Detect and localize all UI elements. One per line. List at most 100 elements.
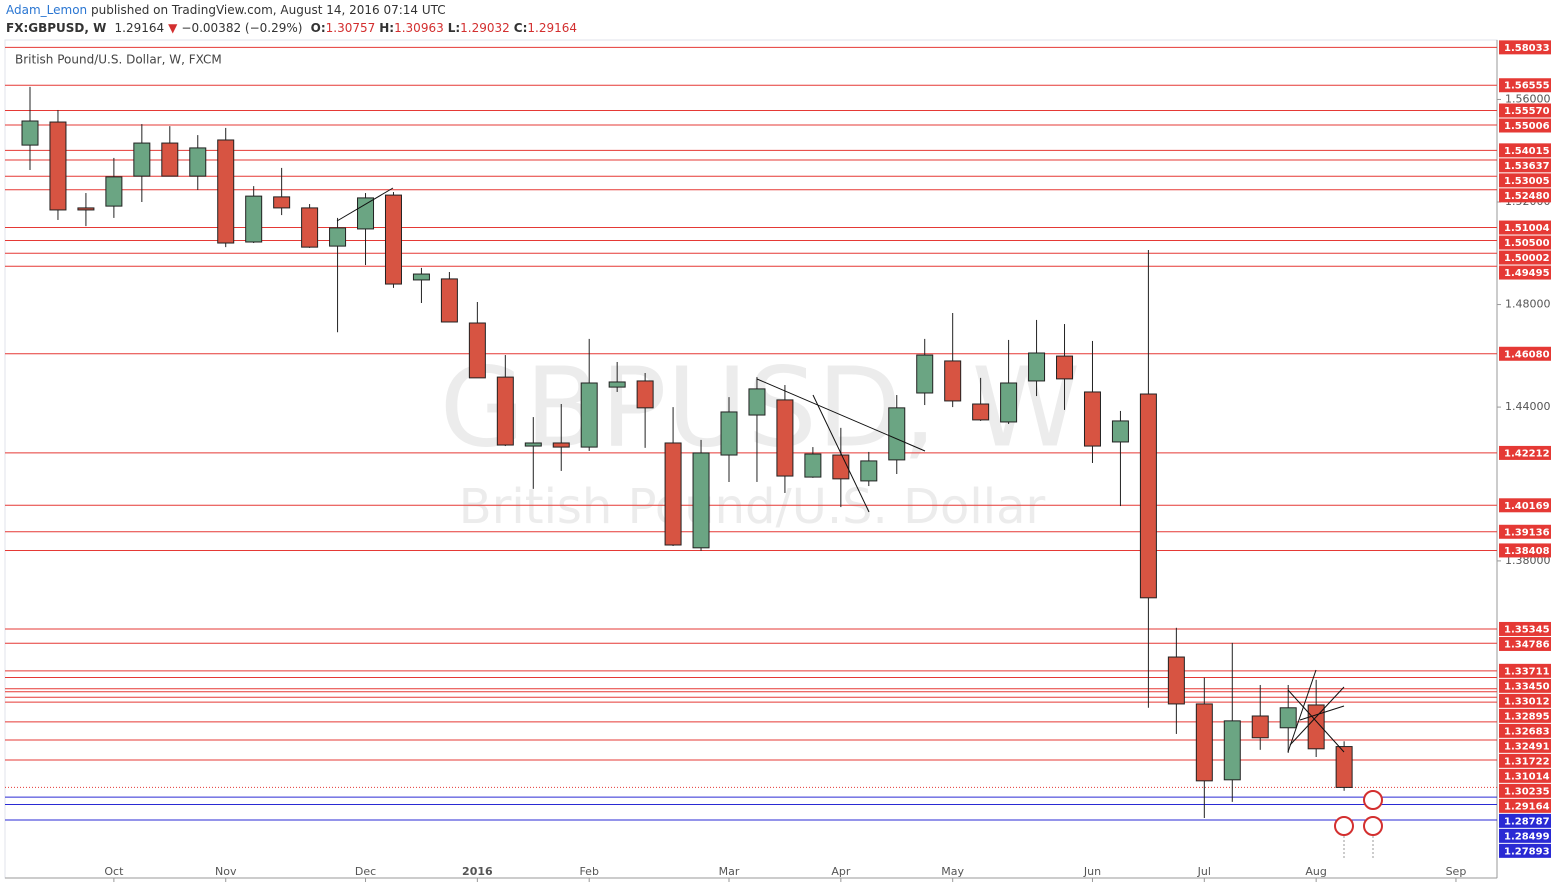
- x-tick-label: Mar: [719, 865, 740, 878]
- level-label: 1.38408: [1504, 546, 1550, 557]
- level-label-box: [1499, 220, 1551, 235]
- candle-body: [580, 382, 598, 448]
- level-label: 1.53637: [1504, 161, 1550, 172]
- level-label: 1.31014: [1504, 771, 1550, 782]
- change: −0.00382 (−0.29%): [181, 21, 303, 35]
- level-label: 1.55006: [1504, 121, 1550, 132]
- level-label: 1.50002: [1504, 253, 1550, 264]
- level-label: 1.52480: [1504, 191, 1550, 202]
- level-label: 1.33450: [1504, 681, 1550, 692]
- x-tick-label: Apr: [831, 865, 851, 878]
- level-label: 1.54015: [1504, 146, 1550, 157]
- candle-body: [1251, 715, 1269, 739]
- candle-body: [972, 403, 990, 421]
- candle-body: [273, 196, 291, 209]
- candle-body: [468, 322, 486, 379]
- candle-body: [1056, 355, 1074, 380]
- author[interactable]: Adam_Lemon: [6, 3, 88, 17]
- x-tick-label: Nov: [215, 865, 237, 878]
- candle-body: [748, 388, 766, 416]
- trend-line: [812, 394, 870, 513]
- level-label-box: [1499, 621, 1551, 636]
- level-label: 1.30235: [1504, 786, 1550, 797]
- level-label: 1.53005: [1504, 176, 1550, 187]
- level-label-box: [1499, 693, 1551, 708]
- trend-line: [336, 187, 394, 222]
- level-label: 1.32683: [1504, 726, 1550, 737]
- candle-body: [1167, 656, 1185, 705]
- candle-body: [496, 376, 514, 446]
- ohlc-key: H:: [379, 21, 395, 35]
- trend-line: [1289, 686, 1345, 746]
- candle-body: [440, 278, 458, 323]
- x-tick-label: 2016: [462, 865, 493, 878]
- candle-body: [692, 452, 710, 549]
- level-label-box: [1499, 143, 1551, 158]
- level-label-box: [1499, 498, 1551, 513]
- level-label: 1.31722: [1504, 756, 1550, 767]
- candle-body: [1000, 382, 1018, 423]
- ohlc-value: 1.30757: [325, 21, 376, 35]
- ohlc-value: 1.30963: [394, 21, 444, 35]
- trend-line: [1299, 705, 1345, 721]
- candle-body: [776, 399, 794, 477]
- level-label-box: [1499, 346, 1551, 361]
- candle-body: [384, 194, 402, 285]
- level-label: 1.28499: [1504, 831, 1550, 842]
- level-label: 1.32491: [1504, 741, 1550, 752]
- trend-line: [756, 378, 926, 452]
- level-label: 1.35345: [1504, 624, 1550, 635]
- level-label-box: [1499, 813, 1551, 828]
- candle-body: [636, 380, 654, 409]
- level-label: 1.46080: [1504, 349, 1550, 360]
- level-label-box: [1499, 768, 1551, 783]
- level-label: 1.34786: [1504, 639, 1550, 650]
- level-label-box: [1499, 78, 1551, 93]
- level-label-box: [1499, 188, 1551, 203]
- candle-body: [1028, 352, 1046, 382]
- y-tick-label: 1.56000: [1505, 92, 1551, 105]
- level-label-box: [1499, 636, 1551, 651]
- candle-body: [916, 354, 934, 394]
- level-label: 1.27893: [1504, 846, 1550, 857]
- ohlc-key: O:: [310, 21, 326, 35]
- x-tick-label: Sep: [1446, 865, 1467, 878]
- level-label: 1.33012: [1504, 696, 1550, 707]
- candle-body: [524, 442, 542, 447]
- candle-body: [1335, 746, 1353, 788]
- candle-body: [357, 197, 375, 230]
- event-icon[interactable]: [1363, 790, 1383, 810]
- level-label-box: [1499, 543, 1551, 558]
- symbol: FX:GBPUSD, W: [6, 21, 107, 35]
- level-label-box: [1499, 265, 1551, 280]
- ohlc: O:1.30757 H:1.30963 L:1.29032 C:1.29164: [311, 21, 581, 35]
- chart-title: British Pound/U.S. Dollar, W, FXCM: [15, 53, 222, 67]
- candle-body: [552, 442, 570, 448]
- change-arrow: ▼: [168, 21, 178, 35]
- candle-body: [412, 273, 430, 281]
- candle-body: [804, 453, 822, 478]
- candle-body: [720, 411, 738, 456]
- level-label-box: [1499, 524, 1551, 539]
- candle-body: [217, 139, 235, 244]
- level-label-box: [1499, 843, 1551, 858]
- candle-body: [1111, 420, 1129, 443]
- level-label-box: [1499, 118, 1551, 133]
- level-label-box: [1499, 678, 1551, 693]
- x-tick-label: Feb: [579, 865, 598, 878]
- event-icon[interactable]: [1334, 816, 1354, 836]
- level-label: 1.58033: [1504, 43, 1550, 54]
- event-icon[interactable]: [1363, 816, 1383, 836]
- level-label-box: [1499, 103, 1551, 118]
- level-label-box: [1499, 738, 1551, 753]
- y-tick-label: 1.44000: [1505, 400, 1551, 413]
- header: Adam_Lemon published on TradingView.com,…: [0, 0, 1555, 40]
- candle-body: [21, 120, 39, 146]
- level-label: 1.29164: [1504, 801, 1550, 812]
- level-label: 1.56555: [1504, 81, 1550, 92]
- level-label: 1.28787: [1504, 816, 1550, 827]
- candle-body: [1139, 393, 1157, 599]
- candle-body: [860, 460, 878, 482]
- x-tick-label: Dec: [355, 865, 376, 878]
